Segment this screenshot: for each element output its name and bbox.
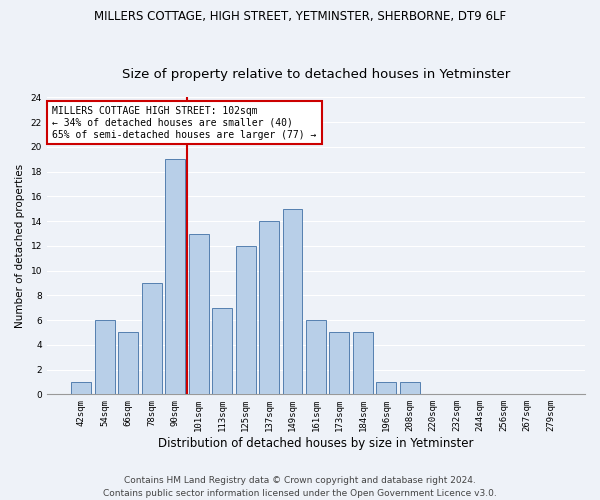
Bar — [329, 332, 349, 394]
Text: MILLERS COTTAGE, HIGH STREET, YETMINSTER, SHERBORNE, DT9 6LF: MILLERS COTTAGE, HIGH STREET, YETMINSTER… — [94, 10, 506, 23]
Text: Contains HM Land Registry data © Crown copyright and database right 2024.
Contai: Contains HM Land Registry data © Crown c… — [103, 476, 497, 498]
Bar — [142, 283, 162, 395]
Bar — [165, 160, 185, 394]
Bar — [236, 246, 256, 394]
Title: Size of property relative to detached houses in Yetminster: Size of property relative to detached ho… — [122, 68, 510, 81]
Bar — [306, 320, 326, 394]
Bar — [188, 234, 209, 394]
Bar — [118, 332, 138, 394]
Bar — [283, 209, 302, 394]
Bar — [212, 308, 232, 394]
Bar — [400, 382, 420, 394]
Text: MILLERS COTTAGE HIGH STREET: 102sqm
← 34% of detached houses are smaller (40)
65: MILLERS COTTAGE HIGH STREET: 102sqm ← 34… — [52, 106, 317, 140]
Bar — [95, 320, 115, 394]
Bar — [353, 332, 373, 394]
Bar — [376, 382, 397, 394]
X-axis label: Distribution of detached houses by size in Yetminster: Distribution of detached houses by size … — [158, 437, 474, 450]
Y-axis label: Number of detached properties: Number of detached properties — [15, 164, 25, 328]
Bar — [71, 382, 91, 394]
Bar — [259, 221, 279, 394]
